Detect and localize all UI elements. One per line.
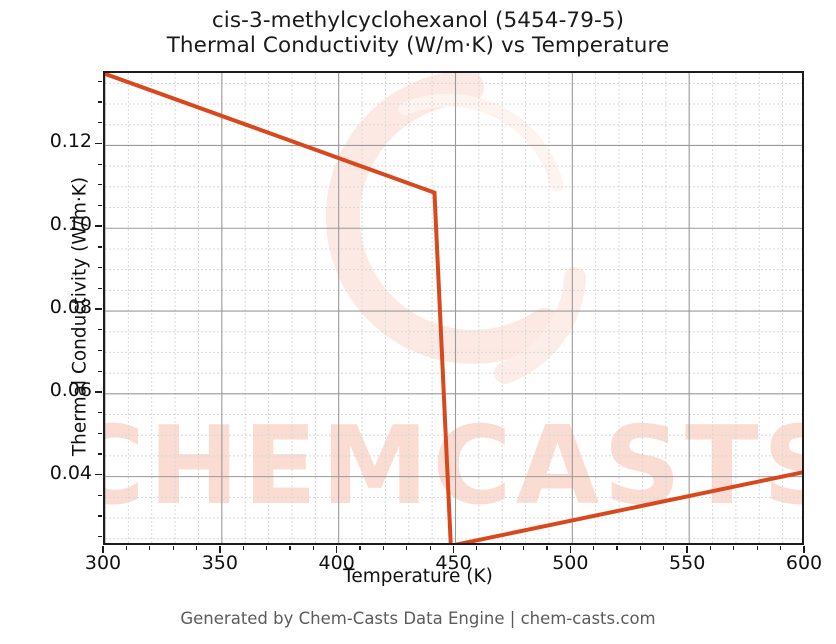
y-tick-major xyxy=(95,391,102,393)
x-tick-major xyxy=(686,546,688,553)
x-tick-major xyxy=(102,546,104,553)
x-tick-minor xyxy=(639,546,642,550)
title-line-property: Thermal Conductivity (W/m·K) vs Temperat… xyxy=(166,33,670,59)
x-tick-minor xyxy=(359,546,361,550)
y-tick-minor xyxy=(98,204,102,207)
y-tick-minor xyxy=(98,329,102,331)
x-tick-minor xyxy=(523,546,525,550)
y-tick-minor xyxy=(98,267,102,269)
y-tick-minor xyxy=(98,411,102,414)
footer-credit: Generated by Chem-Casts Data Engine | ch… xyxy=(180,609,656,628)
watermark-text: CHEMCASTS xyxy=(105,404,804,529)
y-tick-minor xyxy=(98,246,102,248)
x-tick-major xyxy=(219,546,221,553)
x-tick-minor xyxy=(499,546,501,550)
x-tick-minor xyxy=(312,546,314,550)
data-line-layer xyxy=(105,73,802,543)
x-tick-minor xyxy=(546,546,548,550)
y-tick-major xyxy=(95,308,102,310)
x-tick-major xyxy=(569,546,572,553)
x-tick-minor xyxy=(172,546,174,550)
x-tick-minor xyxy=(195,546,198,550)
x-tick-minor xyxy=(429,546,431,550)
y-tick-minor xyxy=(98,453,102,455)
x-tick-minor xyxy=(406,546,408,550)
x-tick-major xyxy=(452,546,455,553)
y-tick-minor xyxy=(98,184,102,186)
x-tick-minor xyxy=(289,546,291,550)
x-tick-major xyxy=(335,546,338,553)
x-tick-minor xyxy=(593,546,595,550)
x-tick-label: 450 xyxy=(435,552,472,574)
x-tick-minor xyxy=(756,546,758,550)
x-tick-minor xyxy=(125,546,127,550)
x-tick-minor xyxy=(265,546,268,550)
x-tick-minor xyxy=(149,546,151,550)
chem-casts-swoosh-logo xyxy=(325,73,586,384)
x-axis-label: Temperature (K) xyxy=(343,566,493,587)
x-tick-label: 500 xyxy=(552,552,589,574)
y-tick-label: 0.06 xyxy=(49,378,92,401)
page-title: cis-3-methylcyclohexanol (5454-79-5) The… xyxy=(0,8,836,59)
x-tick-label: 400 xyxy=(318,552,355,574)
y-tick-label: 0.04 xyxy=(49,461,92,484)
data-line xyxy=(105,73,802,543)
x-tick-minor xyxy=(382,546,384,550)
x-tick-label: 300 xyxy=(84,552,122,574)
y-tick-minor xyxy=(98,432,102,434)
y-tick-minor xyxy=(98,349,102,352)
y-tick-major xyxy=(95,142,102,145)
x-tick-label: 550 xyxy=(669,552,706,574)
watermark-layer: CHEMCASTS xyxy=(105,73,804,529)
plot-area: CHEMCASTS xyxy=(103,71,804,545)
y-tick-minor xyxy=(98,494,102,496)
y-tick-minor xyxy=(98,287,102,289)
y-tick-label: 0.10 xyxy=(49,213,92,236)
x-tick-minor xyxy=(709,546,712,550)
x-tick-label: 600 xyxy=(785,552,823,574)
x-tick-major xyxy=(803,546,805,553)
y-tick-major xyxy=(95,473,102,476)
x-tick-minor xyxy=(663,546,665,550)
y-tick-major xyxy=(95,225,102,228)
x-tick-minor xyxy=(616,546,618,550)
y-tick-minor xyxy=(98,122,102,124)
x-tick-minor xyxy=(242,546,244,550)
y-tick-minor xyxy=(98,101,102,103)
y-tick-label: 0.08 xyxy=(49,296,92,319)
y-tick-minor xyxy=(98,536,102,538)
title-line-compound: cis-3-methylcyclohexanol (5454-79-5) xyxy=(211,8,625,33)
x-tick-label: 350 xyxy=(201,552,238,574)
y-tick-minor xyxy=(98,80,102,82)
x-tick-minor xyxy=(476,546,478,550)
y-tick-minor xyxy=(98,163,102,165)
y-tick-minor xyxy=(98,370,102,372)
y-tick-minor xyxy=(98,515,102,517)
x-tick-minor xyxy=(780,546,782,550)
x-tick-minor xyxy=(733,546,735,550)
y-tick-label: 0.12 xyxy=(49,130,92,153)
